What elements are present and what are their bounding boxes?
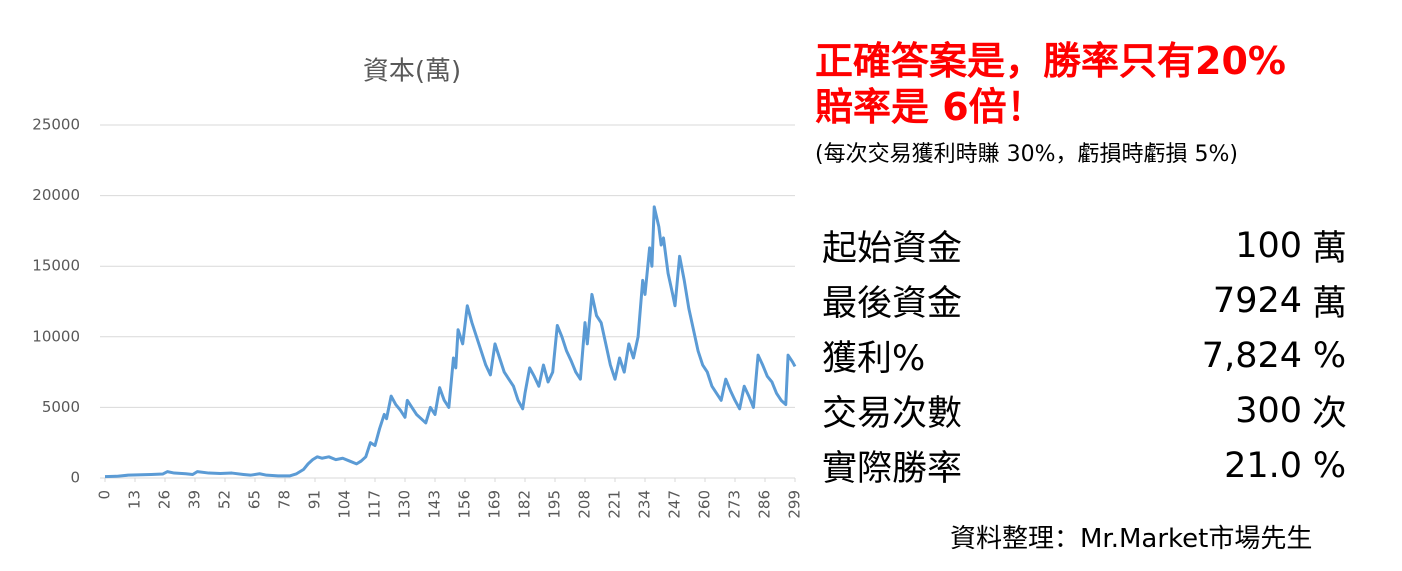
stats-lab: 實際勝率 xyxy=(822,449,963,489)
x-tick-label: 247 xyxy=(666,490,684,519)
stats-row: 起始資金 100 萬 xyxy=(822,218,1357,273)
stats-unit: % xyxy=(1312,445,1347,486)
x-tick-label: 26 xyxy=(156,490,174,509)
x-tick-label: 299 xyxy=(786,490,801,519)
x-tick-label: 273 xyxy=(726,490,744,519)
x-tick-label: 208 xyxy=(576,490,594,519)
x-tick-label: 260 xyxy=(696,490,714,519)
x-tick-label: 156 xyxy=(456,490,474,519)
stats-lab: 獲利% xyxy=(822,339,926,379)
note: (每次交易獲利時賺 30%，虧損時虧損 5%) xyxy=(815,142,1238,167)
x-tick-label: 286 xyxy=(756,490,774,519)
x-tick-label: 221 xyxy=(606,490,624,519)
stats-val: 300 xyxy=(1235,390,1302,431)
x-tick-label: 143 xyxy=(426,490,444,519)
x-tick-label: 13 xyxy=(126,490,144,509)
x-tick-label: 130 xyxy=(396,490,414,519)
stats-row: 實際勝率 21.0% xyxy=(822,438,1357,493)
y-tick-label: 5000 xyxy=(42,398,80,416)
x-tick-label: 65 xyxy=(246,490,264,509)
x-tick-label: 195 xyxy=(546,490,564,519)
x-tick-label: 52 xyxy=(216,490,234,509)
stats-val: 21.0 xyxy=(1224,445,1302,486)
stats-row: 獲利% 7,824% xyxy=(822,328,1357,383)
stats-unit: 次 xyxy=(1311,394,1347,434)
stats-unit: 萬 xyxy=(1311,284,1347,324)
y-tick-label: 15000 xyxy=(32,257,80,275)
y-tick-label: 25000 xyxy=(32,116,80,134)
y-tick-label: 10000 xyxy=(32,327,80,345)
stats-row: 最後資金 7924 萬 xyxy=(822,273,1357,328)
stats-val: 100 xyxy=(1235,225,1302,266)
stats-lab: 起始資金 xyxy=(822,229,963,269)
series-line xyxy=(104,205,797,479)
x-tick-label: 91 xyxy=(306,490,324,509)
chart-title: 資本(萬) xyxy=(363,57,461,87)
x-tick-label: 78 xyxy=(276,490,294,509)
stats-row: 交易次數 300 次 xyxy=(822,383,1357,438)
stats-val: 7924 xyxy=(1212,280,1302,321)
x-tick-label: 234 xyxy=(636,490,654,519)
x-tick-label: 182 xyxy=(516,490,534,519)
headline: 正確答案是，勝率只有20% 賠率是 6倍！ xyxy=(815,38,1286,130)
x-tick-label: 39 xyxy=(186,490,204,509)
stats-unit: 萬 xyxy=(1311,229,1347,269)
source: 資料整理：Mr.Market市場先生 xyxy=(950,524,1313,554)
x-tick-label: 0 xyxy=(96,490,114,500)
stats-lab: 交易次數 xyxy=(822,394,963,434)
x-tick-label: 117 xyxy=(366,490,384,519)
stats-table: 起始資金 100 萬最後資金 7924 萬獲利% 7,824% 交易次數 300 次實際勝率 21… xyxy=(822,218,1357,493)
headline-line: 賠率是 6倍！ xyxy=(815,85,1045,129)
y-tick-label: 0 xyxy=(70,469,80,487)
stats-lab: 最後資金 xyxy=(822,284,963,324)
stats-unit: % xyxy=(1312,335,1347,376)
chart: 資本(萬) 0 5000 10000 15000 20000 25000 0 13 26 39 52… xyxy=(32,57,801,519)
x-tick-label: 169 xyxy=(486,490,504,519)
y-tick-label: 20000 xyxy=(32,186,80,204)
headline-line: 正確答案是，勝率只有20% xyxy=(815,39,1286,83)
x-tick-label: 104 xyxy=(336,490,354,519)
stats-val: 7,824 xyxy=(1201,335,1302,376)
